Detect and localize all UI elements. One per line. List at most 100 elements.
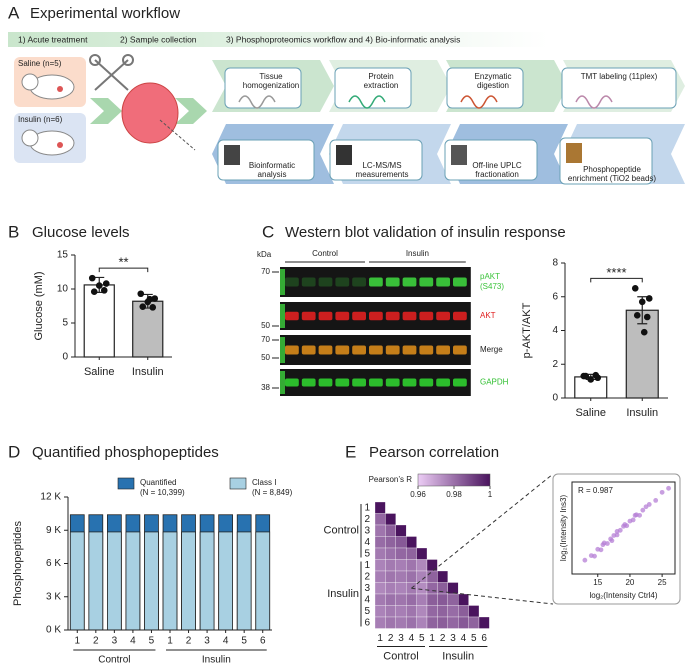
heatmap-cell — [416, 593, 428, 606]
row-label: 6 — [364, 617, 370, 628]
x-tick-label: 6 — [260, 636, 266, 647]
heatmap-cell — [385, 570, 396, 583]
heatmap-cell — [374, 616, 386, 629]
heatmap-cell — [437, 616, 448, 629]
heatmap-cell — [395, 616, 407, 629]
heatmap-cell — [406, 605, 417, 618]
heatmap-cell — [426, 570, 438, 583]
column-label: 3 — [398, 633, 404, 644]
y-tick-label: 8 — [552, 258, 558, 269]
zoom-line — [411, 587, 554, 605]
blot-band — [402, 378, 417, 387]
heatmap-cell — [395, 570, 407, 583]
step-label: 1) Acute treatment — [18, 34, 88, 44]
data-point — [587, 376, 595, 383]
heatmap-cell — [374, 524, 386, 537]
heatmap-cell — [395, 536, 407, 549]
blot-band — [285, 378, 299, 387]
heatmap-cell — [385, 559, 396, 572]
blot-band — [318, 311, 333, 321]
legend-note: (N = 8,849) — [252, 488, 293, 497]
blot-band — [436, 277, 450, 287]
heatmap-cell — [374, 570, 386, 583]
zoom-line — [411, 473, 554, 589]
heatmap-cell — [385, 593, 396, 606]
heatmap-cell — [426, 605, 438, 618]
panel-letter: B — [8, 222, 19, 241]
legend-swatch — [117, 477, 135, 490]
heatmap-cell — [385, 524, 396, 537]
legend-label: Quantified — [140, 478, 176, 487]
column-label: 4 — [461, 633, 467, 644]
step-box-label: fractionation — [475, 170, 519, 179]
column-label: 2 — [388, 633, 394, 644]
arrow — [175, 98, 207, 124]
step-icon — [238, 95, 276, 109]
legend-label: Class I — [252, 478, 276, 487]
blot-band — [369, 311, 383, 321]
steps-band — [8, 32, 548, 47]
heatmap-cell — [385, 513, 396, 526]
row-label: 1 — [364, 502, 370, 513]
row-label: 2 — [364, 514, 370, 525]
group-label: Saline (n=5) — [18, 59, 62, 68]
step-label: 2) Sample collection — [120, 34, 197, 44]
y-tick-label: 4 — [552, 325, 558, 336]
heatmap-cell — [416, 616, 428, 629]
row-label: 2 — [364, 571, 370, 582]
heatmap-cell — [406, 593, 417, 606]
data-point — [88, 274, 96, 282]
y-tick-label: 3 K — [46, 591, 61, 602]
heatmap-cell — [437, 570, 448, 583]
scatter-point — [653, 498, 659, 503]
data-point — [592, 371, 600, 379]
scatter-point — [614, 532, 620, 538]
panel-title: Experimental workflow — [30, 5, 180, 22]
step-box-label: analysis — [258, 170, 287, 179]
bar — [144, 531, 159, 631]
blot-band — [402, 311, 417, 321]
x-tick-label: 5 — [149, 636, 155, 647]
y-axis-label: Glucose (mM) — [33, 271, 45, 340]
heatmap-cell — [416, 582, 428, 595]
heatmap-cell — [426, 616, 438, 629]
legend-swatch — [229, 477, 247, 490]
blot-band — [318, 345, 333, 355]
step-box-label: Tissue — [259, 72, 283, 81]
data-point — [139, 303, 147, 310]
row-group-label: Control — [324, 525, 359, 537]
step-box — [217, 139, 315, 181]
blot-band — [436, 378, 450, 387]
blot-unit: kDa — [257, 250, 272, 259]
data-point — [638, 298, 646, 306]
heatmap-cell — [395, 605, 407, 618]
heatmap-cell — [447, 616, 459, 629]
heatmap-cell — [395, 559, 407, 572]
scatter-point — [609, 538, 615, 544]
blot-group-label: Insulin — [406, 249, 429, 258]
step-icon — [575, 95, 613, 109]
panel-title: Pearson correlation — [369, 444, 499, 461]
step-box-label: measurements — [356, 170, 409, 179]
column-label: 4 — [409, 633, 415, 644]
heatmap-cell — [374, 547, 386, 560]
blot-band — [402, 345, 417, 355]
heatmap-cell — [406, 616, 417, 629]
scissors — [94, 59, 129, 91]
x-tick-label: 20 — [625, 578, 634, 587]
data-point — [146, 295, 154, 303]
column-label: 5 — [471, 633, 477, 644]
heatmap-cell — [416, 559, 428, 572]
data-point — [95, 282, 103, 289]
channel-label: GAPDH — [480, 378, 509, 387]
bar — [83, 284, 115, 358]
colorbar — [417, 473, 491, 487]
step-box — [334, 67, 412, 109]
step-box-label: Off-line UPLC — [472, 161, 521, 170]
blot-band — [453, 277, 467, 287]
bar — [132, 300, 164, 358]
blot-band — [285, 345, 299, 355]
heatmap-cell — [468, 605, 480, 618]
panel-letter: A — [8, 3, 20, 22]
